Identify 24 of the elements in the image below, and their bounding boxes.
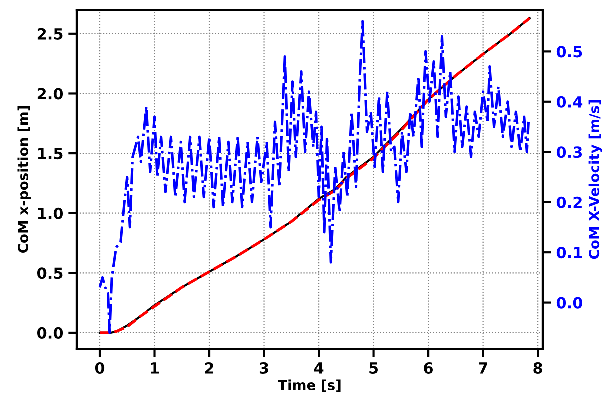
x-tick-label: 4 — [314, 362, 324, 374]
x-tick-label: 8 — [534, 362, 542, 374]
x-tick-label: 6 — [424, 362, 434, 374]
x-tick-label: 2 — [205, 362, 214, 374]
x-tick-label: 5 — [370, 362, 378, 374]
x-tick-label: 3 — [260, 362, 268, 374]
y-tick-label: 0.0 — [37, 327, 64, 339]
y2-tick-label: 0.2 — [556, 196, 582, 208]
y2-tick-label: 0.0 — [556, 297, 583, 309]
y-tick-label: 1.0 — [38, 208, 64, 220]
x-tick-label: 0 — [95, 362, 105, 374]
y2-tick-label: 0.3 — [556, 146, 582, 158]
y2-tick-label: 0.1 — [556, 247, 582, 259]
x-tick-label: 1 — [151, 362, 160, 374]
y-tick-label: 2.0 — [38, 88, 64, 100]
y2-axis-title: CoM X-Velocity [m/s] — [588, 100, 602, 260]
x-axis-title: Time [s] — [278, 380, 341, 392]
y-tick-label: 1.5 — [38, 148, 63, 160]
y2-tick-label: 0.5 — [556, 46, 582, 58]
y-tick-label: 0.5 — [37, 268, 63, 280]
x-tick-label: 7 — [479, 362, 488, 374]
y-axis-title: CoM x-position [m] — [18, 106, 32, 254]
y-tick-label: 2.5 — [38, 28, 63, 40]
y2-tick-label: 0.4 — [556, 96, 583, 108]
